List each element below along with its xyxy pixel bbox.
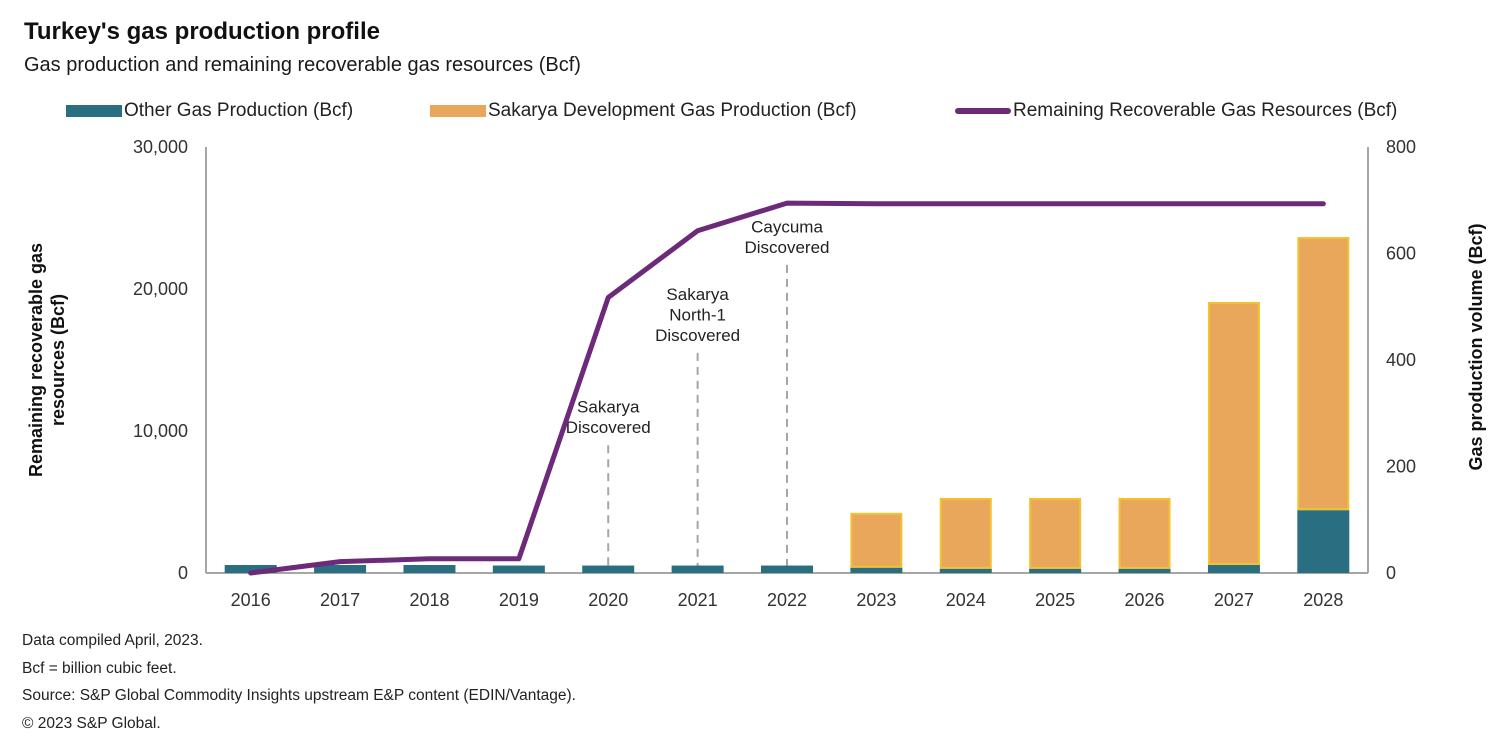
left-axis-tick-label: 0 [178, 563, 188, 583]
right-axis-tick-label: 200 [1386, 457, 1416, 477]
x-axis-tick-label: 2026 [1125, 590, 1165, 610]
right-axis-tick-label: 0 [1386, 563, 1396, 583]
x-axis-tick-label: 2020 [588, 590, 628, 610]
footnote-compiled: Data compiled April, 2023. [22, 632, 203, 649]
legend-item-sakarya: Sakarya Development Gas Production (Bcf) [430, 100, 857, 122]
bar-sakarya-2028 [1297, 236, 1350, 511]
bar-sakarya-2027 [1207, 301, 1260, 566]
bar-other-2020 [582, 565, 635, 573]
x-axis-tick-label: 2022 [767, 590, 807, 610]
footnote-bcf: Bcf = billion cubic feet. [22, 659, 177, 677]
footnote-copyright: © 2023 S&P Global. [22, 714, 161, 732]
x-axis-tick-label: 2023 [856, 590, 896, 610]
chart-subtitle: Gas production and remaining recoverable… [24, 54, 581, 76]
footnotes: Data compiled April, 2023. Bcf = billion… [22, 627, 576, 737]
bar-sakarya-2023 [850, 512, 903, 568]
x-axis-tick-label: 2027 [1214, 590, 1254, 610]
right-axis-title: Gas production volume (Bcf) [1466, 223, 1486, 470]
x-axis-tick-label: 2024 [946, 590, 986, 610]
legend: Other Gas Production (Bcf) Sakarya Devel… [0, 100, 1506, 124]
bar-other-2018 [403, 565, 456, 573]
bar-other-2017 [314, 565, 367, 573]
left-axis-title: Remaining recoverable gas resources (Bcf) [26, 243, 68, 477]
legend-label-other: Other Gas Production (Bcf) [124, 100, 354, 121]
right-axis-tick-label: 600 [1386, 244, 1416, 264]
bar-sakarya-2026 [1118, 497, 1171, 569]
chart-title: Turkey's gas production profile [24, 18, 380, 45]
bar-other-2028 [1297, 510, 1350, 573]
annotation-label: North-1 [669, 305, 726, 324]
right-axis-tick-label: 800 [1386, 137, 1416, 157]
bar-other-2023 [850, 567, 903, 573]
left-axis-tick-label: 10,000 [133, 421, 188, 441]
x-axis-tick-label: 2016 [231, 590, 271, 610]
legend-label-resources: Remaining Recoverable Gas Resources (Bcf… [1013, 100, 1398, 121]
annotation-label: Sakarya [577, 398, 640, 417]
footnote-source: Source: S&P Global Commodity Insights up… [22, 687, 576, 704]
x-axis-tick-label: 2019 [499, 590, 539, 610]
bar-other-2025 [1029, 568, 1082, 573]
bar-other-2024 [939, 568, 992, 573]
legend-label-sakarya: Sakarya Development Gas Production (Bcf) [488, 100, 857, 121]
bar-sakarya-2024 [939, 497, 992, 569]
right-axis-tick-label: 400 [1386, 350, 1416, 370]
left-axis-tick-label: 20,000 [133, 279, 188, 299]
x-axis-tick-label: 2021 [678, 590, 718, 610]
bar-other-2016 [224, 565, 277, 573]
bar-other-2026 [1118, 568, 1171, 573]
annotation-label: Caycuma [751, 217, 823, 236]
bar-sakarya-2025 [1029, 497, 1082, 569]
annotation-label: Sakarya [666, 285, 729, 304]
bar-other-2027 [1207, 565, 1260, 573]
legend-swatch-sakarya [430, 105, 486, 117]
x-axis-tick-label: 2025 [1035, 590, 1075, 610]
legend-item-resources: Remaining Recoverable Gas Resources (Bcf… [955, 100, 1397, 122]
x-axis-tick-label: 2028 [1303, 590, 1343, 610]
annotation-label: Discovered [655, 326, 740, 345]
bar-other-2019 [492, 565, 545, 573]
legend-swatch-other [66, 105, 122, 117]
x-axis-tick-label: 2017 [320, 590, 360, 610]
legend-swatch-resources [955, 108, 1011, 114]
annotation-label: Discovered [744, 238, 829, 257]
legend-item-other: Other Gas Production (Bcf) [66, 100, 353, 122]
left-axis-tick-label: 30,000 [133, 137, 188, 157]
annotation-label: Discovered [566, 418, 651, 437]
bar-other-2021 [671, 565, 724, 573]
x-axis-tick-label: 2018 [409, 590, 449, 610]
bar-other-2022 [761, 565, 813, 573]
